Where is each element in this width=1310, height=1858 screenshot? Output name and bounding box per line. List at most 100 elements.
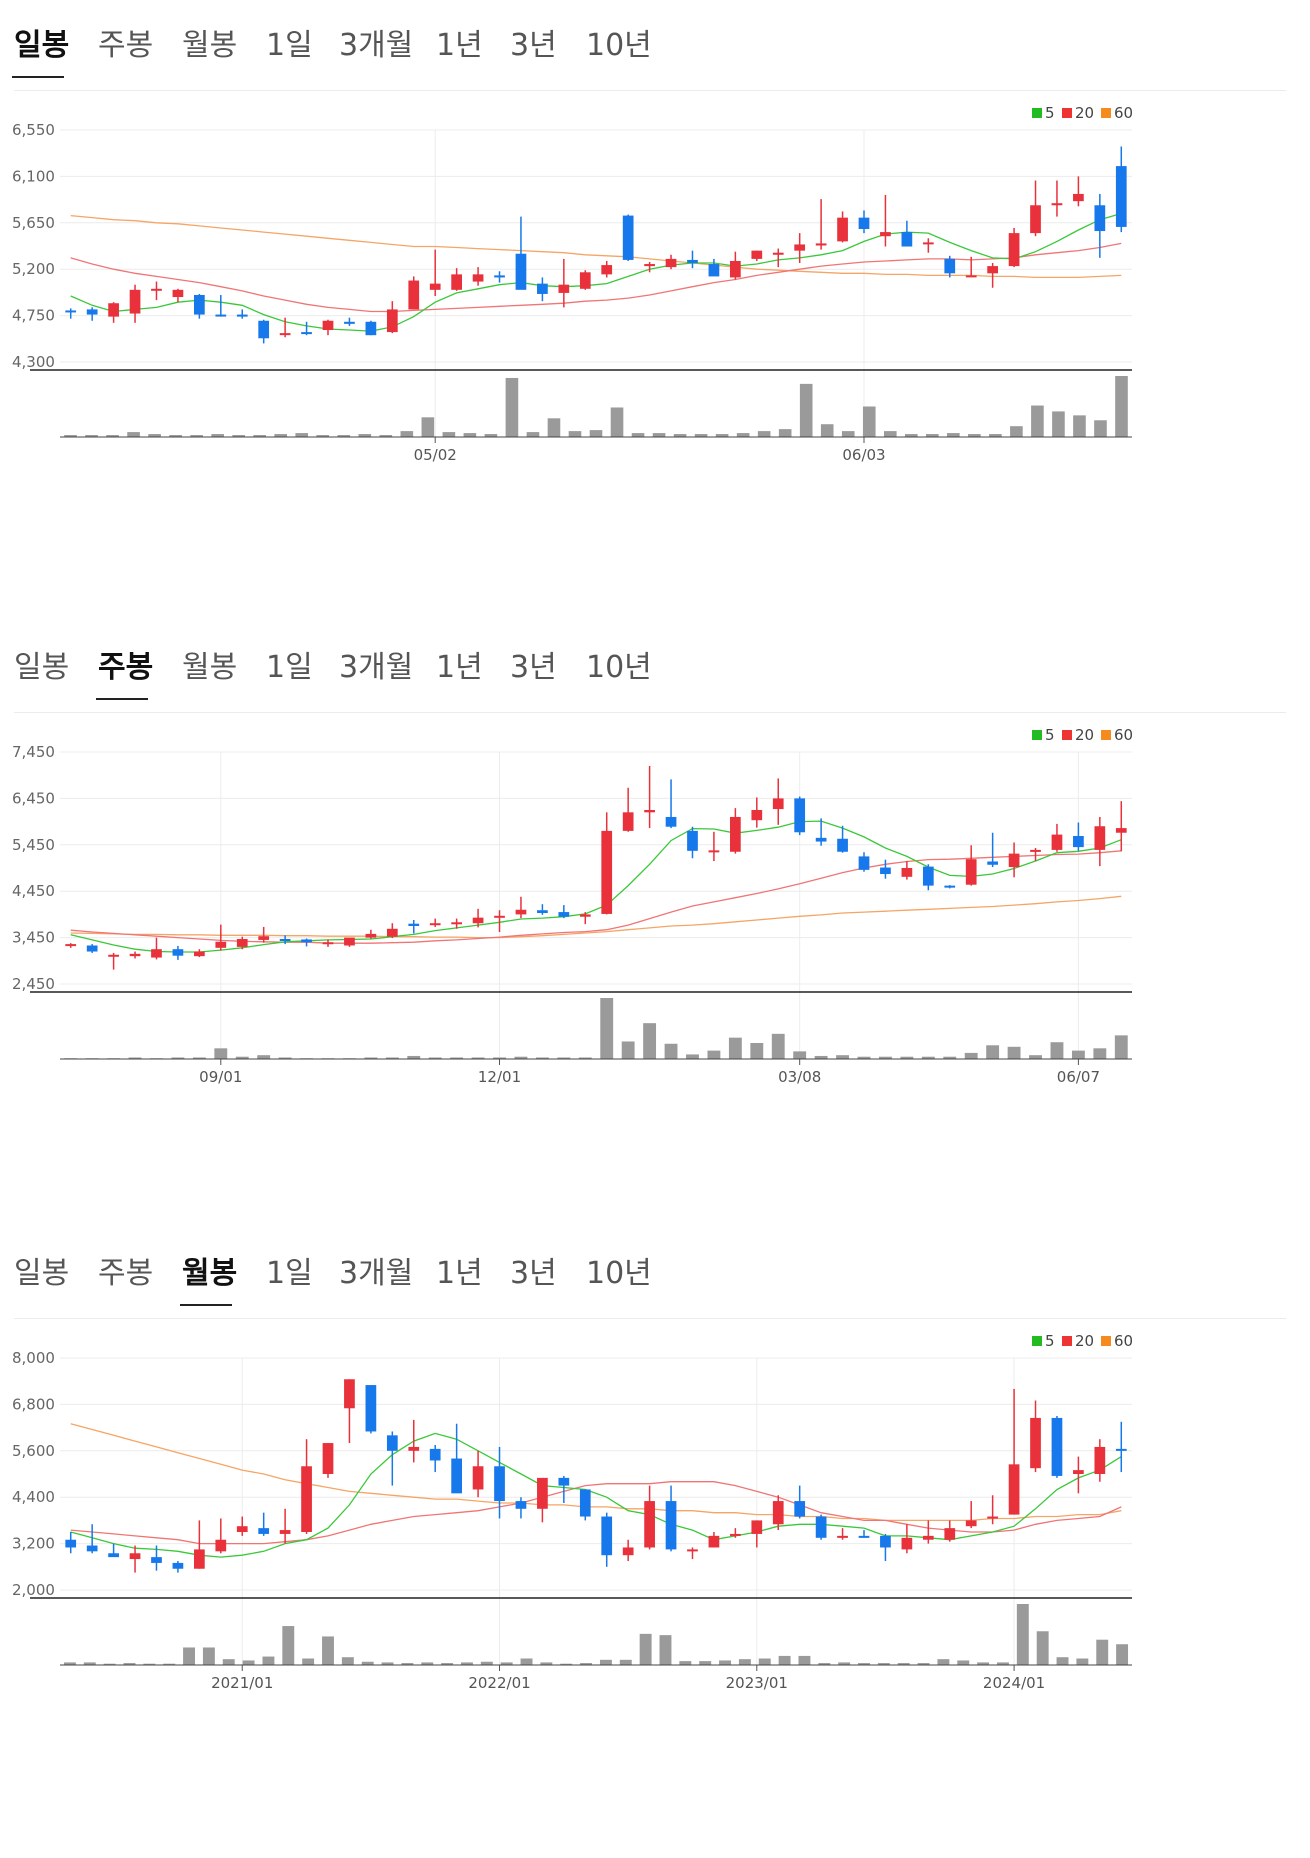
volume-bar [986, 1045, 1000, 1059]
candle [86, 944, 98, 953]
candle [472, 267, 484, 286]
tab-1[interactable]: 주봉 [98, 28, 154, 63]
tab-3[interactable]: 1일 [266, 1256, 313, 1291]
candle [858, 210, 870, 234]
candle [601, 260, 613, 278]
candle [172, 945, 184, 960]
y-tick-label: 6,800 [12, 1395, 55, 1413]
volume-bar [1050, 1042, 1064, 1059]
volume-bar [450, 1057, 464, 1059]
volume-bar [557, 1057, 571, 1059]
tab-1[interactable]: 주봉 [98, 650, 154, 685]
tab-2[interactable]: 월봉 [182, 28, 238, 63]
candle [65, 943, 77, 948]
candle [279, 935, 291, 945]
volume-bar [820, 424, 834, 437]
tab-1[interactable]: 주봉 [98, 1256, 154, 1291]
volume-bar [738, 1659, 751, 1665]
tab-3[interactable]: 1일 [266, 650, 313, 685]
tab-7[interactable]: 10년 [586, 28, 652, 63]
volume-bar [621, 1041, 635, 1059]
tabs-divider [14, 90, 1286, 91]
volume-bar [278, 1057, 292, 1059]
volume-bar [707, 1050, 721, 1059]
tab-3[interactable]: 1일 [266, 28, 313, 63]
candle [515, 896, 527, 919]
volume-bar [589, 430, 603, 437]
tab-4[interactable]: 3개월 [339, 28, 414, 63]
volume-bar [771, 1033, 785, 1059]
y-tick-label: 2,000 [12, 1581, 55, 1599]
candle [537, 277, 548, 302]
x-tick-label: 2024/01 [983, 1674, 1045, 1692]
volume-bar [143, 1663, 156, 1665]
volume-bar [341, 1657, 354, 1665]
candle [944, 1520, 956, 1542]
tab-7[interactable]: 10년 [586, 1256, 652, 1291]
candle [1051, 1416, 1063, 1478]
candle [151, 281, 162, 301]
volume-bar [242, 1660, 255, 1665]
volume-bar [526, 432, 540, 437]
candle [687, 1547, 698, 1560]
candlestick-chart: 7,450 6,450 5,450 4,450 3,450 2,450 09/01 12/01… [12, 726, 1133, 1086]
candle [558, 1475, 570, 1503]
tabs-divider [14, 1318, 1286, 1319]
tab-0[interactable]: 일봉 [14, 650, 70, 685]
volume-bar [471, 1057, 485, 1059]
ma60-line [70, 1423, 1122, 1522]
ma20-line [70, 242, 1122, 313]
tab-0[interactable]: 일봉 [14, 28, 70, 63]
volume-bar [1031, 405, 1044, 437]
legend-swatch [1101, 1336, 1111, 1346]
candle [880, 194, 891, 247]
candle [494, 910, 505, 933]
volume-bar [274, 434, 288, 437]
legend-swatch [1032, 1336, 1042, 1346]
tab-7[interactable]: 10년 [586, 650, 652, 685]
candle [579, 912, 591, 925]
volume-bar [106, 435, 119, 437]
volume-bar [421, 1662, 434, 1665]
volume-bar [63, 1662, 76, 1665]
tab-5[interactable]: 1년 [436, 1256, 483, 1291]
volume-bar [257, 1055, 271, 1059]
x-tick-label: 06/07 [1057, 1068, 1100, 1086]
volume-bar [841, 431, 855, 437]
x-tick-label: 2023/01 [726, 1674, 788, 1692]
volume-bar [793, 1051, 807, 1059]
tab-2[interactable]: 월봉 [182, 1256, 238, 1291]
tab-5[interactable]: 1년 [436, 28, 483, 63]
candle [987, 263, 998, 288]
candle [129, 1545, 141, 1573]
candle [344, 937, 355, 947]
candle [794, 796, 806, 836]
tab-4[interactable]: 3개월 [339, 1256, 414, 1291]
ma5-line [70, 212, 1122, 332]
volume-bar [302, 1658, 315, 1665]
candle [730, 251, 741, 280]
volume-bar [1036, 1631, 1049, 1665]
volume-bar [85, 435, 98, 437]
volume-bar [917, 1663, 930, 1665]
tab-6[interactable]: 3년 [510, 28, 557, 63]
legend-label: 60 [1114, 104, 1133, 122]
chart-panel-monthly: 일봉 주봉 월봉 1일 3개월 1년 3년 10년 8,000 6,800 5,600 4,400 3… [0, 1228, 1310, 1758]
chart-panel-weekly: 일봉 주봉 월봉 1일 3개월 1년 3년 10년 7,450 6,450 5,450 4,450 3… [0, 622, 1310, 1142]
y-tick-label: 8,000 [12, 1349, 55, 1367]
tab-4[interactable]: 3개월 [339, 650, 414, 685]
candle [258, 1512, 270, 1536]
tab-5[interactable]: 1년 [436, 650, 483, 685]
tab-6[interactable]: 3년 [510, 1256, 557, 1291]
tab-2[interactable]: 월봉 [182, 650, 238, 685]
y-tick-label: 4,400 [12, 1488, 55, 1506]
candle [108, 302, 119, 323]
candle [65, 1532, 77, 1554]
candle [1008, 1388, 1020, 1515]
candle [772, 248, 784, 268]
active-tab-underline [96, 698, 148, 700]
tab-0[interactable]: 일봉 [14, 1256, 70, 1291]
volume-bar [862, 406, 876, 437]
tab-6[interactable]: 3년 [510, 650, 557, 685]
volume-bar [214, 1048, 228, 1059]
